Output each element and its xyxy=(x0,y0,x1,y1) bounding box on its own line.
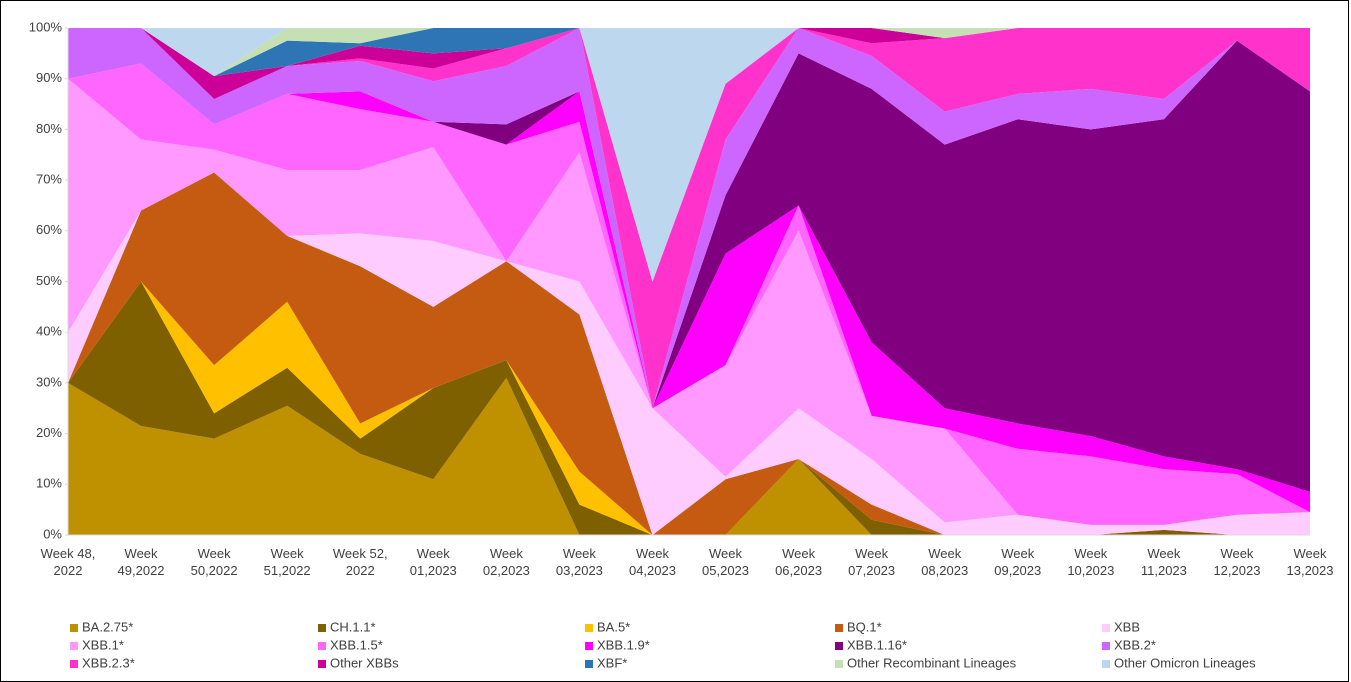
x-tick-label: Week 52, 2022 xyxy=(333,546,388,578)
y-tick-label: 40% xyxy=(36,324,62,339)
legend-label: XBB.2* xyxy=(1114,637,1156,652)
legend-swatch xyxy=(835,660,843,668)
legend-swatch xyxy=(1102,660,1110,668)
legend-label: Other Recombinant Lineages xyxy=(847,655,1017,670)
legend-swatch xyxy=(585,660,593,668)
x-tick-label: Week 12,2023 xyxy=(1213,546,1260,578)
x-tick-label: Week 49,2022 xyxy=(118,546,165,578)
y-tick-label: 50% xyxy=(36,273,62,288)
area xyxy=(68,281,1310,535)
area xyxy=(68,28,1310,409)
area xyxy=(68,172,1310,535)
x-tick-label: Week 03,2023 xyxy=(556,546,603,578)
x-tick-label: Week 06,2023 xyxy=(775,546,822,578)
legend-label: XBF* xyxy=(597,655,627,670)
legend-label: XBB.1.16* xyxy=(847,637,907,652)
legend-swatch xyxy=(835,624,843,632)
y-tick-label: 70% xyxy=(36,172,62,187)
legend-label: CH.1.1* xyxy=(330,619,376,634)
legend-label: BA.2.75* xyxy=(82,619,133,634)
legend-label: XBB.1.5* xyxy=(330,637,383,652)
area xyxy=(68,172,1310,535)
legend-swatch xyxy=(318,642,326,650)
area xyxy=(68,63,1310,525)
y-tick-label: 90% xyxy=(36,70,62,85)
legend-swatch xyxy=(318,624,326,632)
legend-swatch xyxy=(1102,642,1110,650)
x-tick-label: Week 09,2023 xyxy=(994,546,1041,578)
legend-label: BQ.1* xyxy=(847,619,882,634)
area xyxy=(68,40,1310,492)
x-tick-label: Week 10,2023 xyxy=(1067,546,1114,578)
legend-swatch xyxy=(70,624,78,632)
y-tick-label: 80% xyxy=(36,121,62,136)
y-tick-label: 0% xyxy=(43,526,62,541)
x-tick-label: Week 50,2022 xyxy=(191,546,238,578)
x-tick-label: Week 07,2023 xyxy=(848,546,895,578)
legend-swatch xyxy=(585,642,593,650)
legend-label: XBB.1* xyxy=(82,637,124,652)
legend-label: XBB.2.3* xyxy=(82,655,135,670)
legend-swatch xyxy=(585,624,593,632)
y-tick-label: 30% xyxy=(36,374,62,389)
legend-swatch xyxy=(70,642,78,650)
legend-swatch xyxy=(835,642,843,650)
legend-label: XBB.1.9* xyxy=(597,637,650,652)
y-tick-label: 100% xyxy=(29,19,63,34)
legend-swatch xyxy=(1102,624,1110,632)
x-tick-label: Week 02,2023 xyxy=(483,546,530,578)
y-tick-label: 60% xyxy=(36,222,62,237)
area xyxy=(68,28,1310,409)
legend-swatch xyxy=(70,660,78,668)
legend-swatch xyxy=(318,660,326,668)
x-tick-label: Week 11,2023 xyxy=(1141,546,1187,578)
area xyxy=(68,377,1310,535)
x-tick-label: Week 13,2023 xyxy=(1287,546,1334,578)
y-tick-label: 10% xyxy=(36,476,62,491)
x-tick-label: Week 48, 2022 xyxy=(41,546,96,578)
legend-label: Other Omicron Lineages xyxy=(1114,655,1256,670)
legend-label: BA.5* xyxy=(597,619,630,634)
x-tick-label: Week 01,2023 xyxy=(410,546,457,578)
x-tick-label: Week 04,2023 xyxy=(629,546,676,578)
legend-label: Other XBBs xyxy=(330,655,399,670)
x-tick-label: Week 51,2022 xyxy=(264,546,311,578)
area xyxy=(68,63,1310,513)
y-tick-label: 20% xyxy=(36,425,62,440)
area xyxy=(68,78,1310,525)
x-tick-label: Week 08,2023 xyxy=(921,546,968,578)
area xyxy=(68,28,1310,282)
legend-label: XBB xyxy=(1114,619,1140,634)
x-tick-label: Week 05,2023 xyxy=(702,546,749,578)
